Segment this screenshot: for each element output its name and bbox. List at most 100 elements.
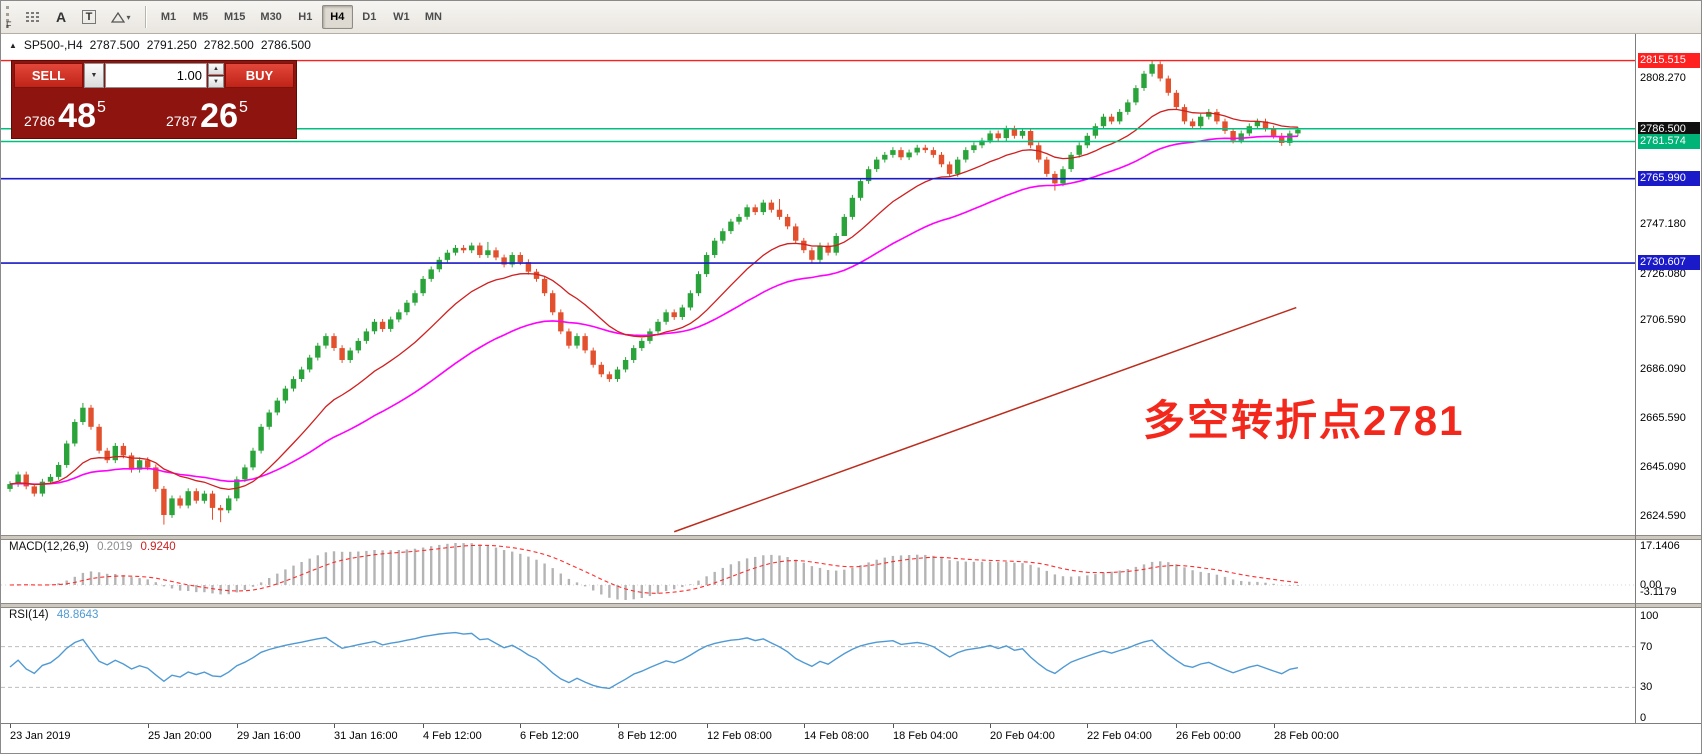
- time-label: 14 Feb 08:00: [804, 730, 869, 742]
- sell-price-sup: 5: [96, 99, 106, 116]
- price-axis-border: [1635, 34, 1636, 724]
- volume-up-button[interactable]: ▲: [208, 63, 224, 75]
- macd-signal-line: [9, 544, 1298, 594]
- time-tick: [804, 724, 805, 728]
- trade-controls-row: SELL ▼ ▲ ▼ BUY: [14, 63, 294, 88]
- time-label: 29 Jan 16:00: [237, 730, 301, 742]
- dashed-lines-icon: [26, 12, 40, 22]
- time-tick: [1087, 724, 1088, 728]
- one-click-trading-panel: SELL ▼ ▲ ▼ BUY 2786 48 5 2787 26 5: [11, 60, 297, 139]
- symbol-period: SP500-,H4: [23, 38, 83, 52]
- volume-dropdown-button[interactable]: ▼: [84, 63, 104, 88]
- chart-annotation-text: 多空转折点2781: [1143, 397, 1465, 444]
- ma-fast-line: [9, 108, 1298, 491]
- timeframe-h1-button[interactable]: H1: [290, 5, 321, 29]
- macd-histogram: [16, 543, 1300, 600]
- ohlc-open: 2787.500: [89, 38, 140, 52]
- volume-input[interactable]: [105, 63, 207, 88]
- sell-price-prefix: 2786: [24, 113, 56, 129]
- triangle-marker-icon: ▲: [9, 40, 17, 50]
- time-tick: [1176, 724, 1177, 728]
- macd-name: MACD(12,26,9): [9, 541, 89, 553]
- time-label: 6 Feb 12:00: [520, 730, 579, 742]
- time-tick: [237, 724, 238, 728]
- time-label: 12 Feb 08:00: [707, 730, 772, 742]
- macd-indicator-label: MACD(12,26,9) 0.2019 0.9240: [9, 541, 176, 553]
- ohlc-high: 2791.250: [146, 38, 197, 52]
- timeframe-h4-button[interactable]: H4: [321, 5, 353, 29]
- time-tick: [334, 724, 335, 728]
- time-label: 20 Feb 04:00: [990, 730, 1055, 742]
- rsi-line: [9, 631, 1299, 690]
- time-label: 23 Jan 2019: [10, 730, 71, 742]
- text-tool-button[interactable]: T: [76, 5, 102, 29]
- time-tick: [990, 724, 991, 728]
- volume-down-button[interactable]: ▼: [208, 76, 224, 88]
- timeframe-mn-button[interactable]: MN: [418, 5, 449, 29]
- font-icon: A: [55, 9, 67, 25]
- shapes-tool-button[interactable]: ▾: [104, 5, 138, 29]
- toolbar-grip[interactable]: [6, 6, 14, 28]
- ma-slow-line: [9, 135, 1298, 486]
- text-icon: T: [81, 10, 97, 24]
- time-label: 31 Jan 16:00: [334, 730, 398, 742]
- buy-price-big: 26: [200, 96, 238, 135]
- time-axis[interactable]: 23 Jan 2019 25 Jan 20:00 29 Jan 16:00 31 Ja…: [1, 723, 1701, 753]
- panel-separator[interactable]: [1, 535, 1701, 540]
- buy-price-display[interactable]: 2787 26 5: [152, 88, 294, 136]
- trade-prices-row: 2786 48 5 2787 26 5: [14, 88, 294, 136]
- time-tick: [148, 724, 149, 728]
- time-tick: [618, 724, 619, 728]
- rsi-name: RSI(14): [9, 609, 49, 621]
- time-label: 18 Feb 04:00: [893, 730, 958, 742]
- timeframe-w1-button[interactable]: W1: [386, 5, 417, 29]
- rsi-value: 48.8643: [56, 609, 99, 621]
- dropdown-caret-icon: ▼: [90, 72, 98, 79]
- trendline: [673, 306, 1297, 533]
- macd-signal-value: 0.9240: [140, 541, 176, 553]
- main-toolbar: A T ▾ M1 M5 M15 M30 H1 H4 D1 W1 MN: [1, 1, 1701, 34]
- timeframe-m5-button[interactable]: M5: [185, 5, 216, 29]
- time-label: 26 Feb 00:00: [1176, 730, 1241, 742]
- time-label: 4 Feb 12:00: [423, 730, 482, 742]
- time-tick: [520, 724, 521, 728]
- sell-price-display[interactable]: 2786 48 5: [14, 88, 152, 136]
- volume-spinner: ▲ ▼: [208, 63, 224, 88]
- time-tick: [10, 724, 11, 728]
- toolbar-separator: [145, 6, 146, 28]
- rsi-level-lines: [1, 646, 1635, 688]
- chart-header: ▲ SP500-,H4 2787.500 2791.250 2782.500 2…: [9, 38, 311, 52]
- candles: [7, 60, 1301, 525]
- time-tick: [1274, 724, 1275, 728]
- time-tick: [893, 724, 894, 728]
- rsi-indicator-label: RSI(14) 48.8643: [9, 609, 98, 621]
- line-studies-button[interactable]: [20, 5, 46, 29]
- sell-price-big: 48: [58, 96, 96, 135]
- timeframe-d1-button[interactable]: D1: [354, 5, 385, 29]
- buy-price-prefix: 2787: [166, 113, 198, 129]
- panel-separator[interactable]: [1, 603, 1701, 608]
- time-tick: [423, 724, 424, 728]
- toolbar-f-label: F: [6, 20, 12, 30]
- timeframe-m1-button[interactable]: M1: [153, 5, 184, 29]
- time-tick: [707, 724, 708, 728]
- time-label: 25 Jan 20:00: [148, 730, 212, 742]
- timeframe-buttons: M1 M5 M15 M30 H1 H4 D1 W1 MN: [153, 5, 449, 29]
- sell-button[interactable]: SELL: [14, 63, 83, 88]
- timeframe-m15-button[interactable]: M15: [217, 5, 252, 29]
- time-label: 28 Feb 00:00: [1274, 730, 1339, 742]
- buy-button[interactable]: BUY: [225, 63, 294, 88]
- dropdown-caret-icon: ▾: [126, 12, 131, 22]
- ohlc-close: 2786.500: [260, 38, 311, 52]
- timeframe-m30-button[interactable]: M30: [253, 5, 288, 29]
- buy-price-sup: 5: [238, 99, 248, 116]
- time-label: 22 Feb 04:00: [1087, 730, 1152, 742]
- horizontal-level-lines: [1, 59, 1635, 264]
- font-tool-button[interactable]: A: [48, 5, 74, 29]
- time-label: 8 Feb 12:00: [618, 730, 677, 742]
- shapes-icon: [111, 11, 126, 23]
- macd-main-value: 0.2019: [97, 541, 133, 553]
- ohlc-low: 2782.500: [203, 38, 254, 52]
